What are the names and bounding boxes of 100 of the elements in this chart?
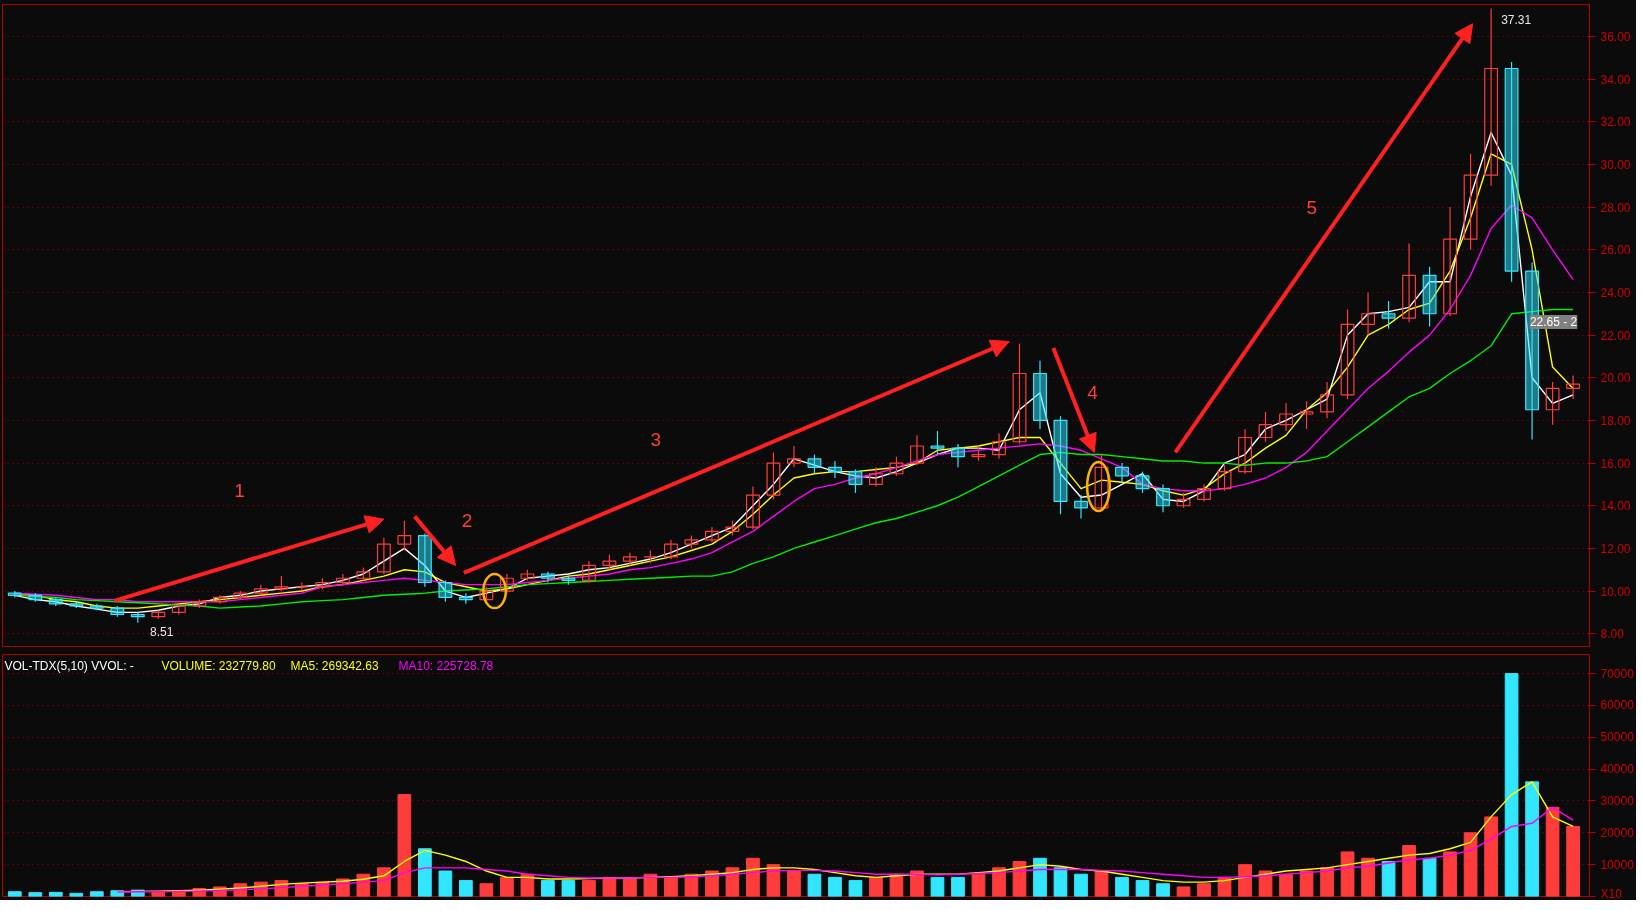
bar [1320,867,1334,897]
y-tick-label: 18.00 [1600,413,1631,428]
candlestick [745,485,760,530]
candlestick [1443,206,1458,317]
candlestick [438,579,453,603]
candlestick [48,596,63,607]
bar [418,848,432,897]
bar [1156,883,1170,897]
y-tick-label: 20.00 [1600,371,1631,386]
candlestick [807,453,822,475]
candlestick [28,592,43,603]
candlestick [1074,494,1088,520]
candlestick [786,445,801,468]
bar [848,880,863,897]
line-series [116,806,1574,893]
candlestick [581,560,596,584]
bar [807,873,822,897]
candlestick [951,443,965,468]
candlestick [335,573,350,586]
candlestick [1422,266,1437,328]
bar [1504,673,1519,897]
candlestick [1340,308,1355,400]
candlestick [1258,411,1273,443]
y-tick-label: 60000 [1600,698,1635,713]
bar [1135,880,1150,897]
bar [459,880,473,897]
candlestick [828,460,842,479]
bar [1074,873,1088,897]
y-tick-label: 28.00 [1600,200,1631,215]
candlestick [499,573,514,594]
annotation: 1 [234,480,245,502]
bar [500,876,514,897]
annotation: 8.51 [149,624,174,639]
annotation: 4 [1087,382,1099,404]
y-tick-label: 30.00 [1600,157,1631,172]
annotation: VOL-TDX(5,10) VVOL: - [4,658,134,673]
candlestick [910,434,924,466]
y-tick-label: 40000 [1600,762,1635,777]
candlestick [1484,7,1499,187]
bar [479,883,494,897]
annotation: 5 [1306,196,1318,218]
candlestick [417,532,432,588]
bar [1381,860,1396,897]
bar [1422,857,1437,897]
y-tick-label: 8.00 [1600,627,1625,642]
bar [1197,883,1211,897]
bar [930,876,945,897]
annotation: 22.65 - 2 [1529,314,1578,329]
candlestick [1566,375,1581,400]
candlestick [1238,428,1252,475]
candlestick [1279,402,1293,432]
y-tick-label: 16.00 [1600,456,1631,471]
candlestick [540,571,555,584]
candlestick [930,430,945,456]
bar [7,891,22,897]
annotation: MA5: 269342.63 [290,658,379,673]
annotation: VOLUME: 232779.80 [161,658,276,673]
bar [1012,860,1027,897]
annotation: MA10: 225728.78 [398,658,494,673]
bar [643,873,658,897]
annotation: 3 [650,429,661,451]
y-tick-label: 50000 [1600,730,1635,745]
candlestick [1053,415,1068,515]
y-tick-label: 36.00 [1600,29,1631,44]
bar [1443,851,1457,897]
bar [397,794,412,897]
candlestick [622,552,637,567]
bar [1361,857,1375,897]
bar [1033,857,1047,897]
candlestick [294,581,309,592]
bar [664,876,678,897]
candlestick [1012,343,1027,445]
candlestick [1115,462,1129,483]
annotation: 37.31 [1501,12,1532,27]
y-tick-label: 10.00 [1600,584,1631,599]
y-tick-label: 70000 [1600,666,1635,681]
bar [1115,876,1129,897]
candlestick [1197,483,1211,503]
candlestick [1504,61,1519,283]
candlestick [766,451,781,500]
candlestick [376,537,391,575]
bar [971,873,986,897]
bar [1299,870,1314,897]
bar [869,876,883,897]
bar [910,870,924,897]
bar [1238,864,1252,897]
y-tick-label: X10 [1600,886,1623,901]
bar [1176,886,1191,897]
bar [1463,832,1478,897]
candlestick [848,468,863,494]
y-tick-label: 32.00 [1600,115,1631,130]
bar [1340,851,1355,897]
bar [28,892,43,897]
candlestick [704,526,719,543]
candlestick [1545,381,1560,426]
y-tick-label: 26.00 [1600,243,1631,258]
candlestick [397,520,412,552]
candlestick [458,592,473,605]
candlestick [1033,360,1047,430]
bar [561,880,576,897]
